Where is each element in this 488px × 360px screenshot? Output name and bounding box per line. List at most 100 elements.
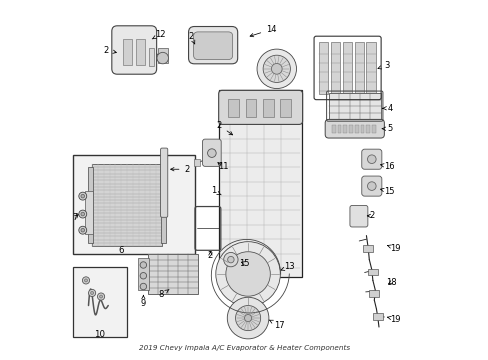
Circle shape xyxy=(79,226,86,234)
Bar xyxy=(348,126,352,134)
Circle shape xyxy=(88,289,96,297)
Bar xyxy=(331,126,335,134)
Text: 12: 12 xyxy=(152,30,165,39)
FancyBboxPatch shape xyxy=(112,26,156,74)
Bar xyxy=(245,99,256,117)
Bar xyxy=(73,155,195,253)
Text: 3: 3 xyxy=(377,61,389,70)
Text: 19: 19 xyxy=(387,244,400,253)
Text: 16: 16 xyxy=(380,162,394,171)
Bar xyxy=(85,191,93,234)
Text: 2: 2 xyxy=(207,251,213,260)
Bar xyxy=(158,48,167,63)
Text: 11: 11 xyxy=(217,162,228,171)
Text: 1: 1 xyxy=(210,186,221,195)
Circle shape xyxy=(367,182,375,190)
Bar xyxy=(328,93,380,119)
Text: 4: 4 xyxy=(382,104,392,113)
Circle shape xyxy=(225,252,270,296)
Circle shape xyxy=(140,262,146,268)
Text: 2019 Chevy Impala A/C Evaporator & Heater Components: 2019 Chevy Impala A/C Evaporator & Heate… xyxy=(139,345,349,351)
Text: 19: 19 xyxy=(387,315,400,324)
Bar xyxy=(262,99,273,117)
Text: 2: 2 xyxy=(103,46,116,55)
FancyBboxPatch shape xyxy=(361,176,381,196)
Bar xyxy=(88,167,93,243)
Bar xyxy=(337,126,341,134)
Circle shape xyxy=(367,155,375,163)
Bar xyxy=(362,245,372,252)
Circle shape xyxy=(271,63,282,74)
Text: 7: 7 xyxy=(72,213,78,222)
Circle shape xyxy=(244,315,251,321)
Bar xyxy=(330,42,340,94)
FancyBboxPatch shape xyxy=(325,120,384,138)
Bar xyxy=(228,99,239,117)
Text: 15: 15 xyxy=(380,187,394,196)
Bar xyxy=(136,39,145,64)
Text: 6: 6 xyxy=(118,246,123,255)
Bar xyxy=(149,48,153,66)
Bar xyxy=(161,167,165,243)
Bar xyxy=(343,126,346,134)
Circle shape xyxy=(207,149,216,157)
Circle shape xyxy=(84,279,87,282)
FancyBboxPatch shape xyxy=(218,90,302,125)
Bar xyxy=(138,258,149,290)
Bar xyxy=(367,269,377,275)
Circle shape xyxy=(81,194,84,198)
Text: 2: 2 xyxy=(188,32,194,44)
Circle shape xyxy=(81,212,84,216)
FancyBboxPatch shape xyxy=(188,27,237,64)
Circle shape xyxy=(227,297,268,339)
Circle shape xyxy=(90,292,93,294)
Text: 13: 13 xyxy=(281,262,294,271)
Text: 5: 5 xyxy=(381,124,392,133)
Circle shape xyxy=(257,49,296,89)
Circle shape xyxy=(223,252,238,267)
Bar xyxy=(342,42,351,94)
Circle shape xyxy=(79,192,86,200)
Bar xyxy=(368,290,378,297)
Circle shape xyxy=(140,273,146,279)
Bar xyxy=(366,126,369,134)
FancyBboxPatch shape xyxy=(160,148,167,217)
Bar xyxy=(319,42,328,94)
Circle shape xyxy=(100,295,102,298)
Text: 9: 9 xyxy=(141,296,146,307)
Text: 2: 2 xyxy=(366,211,374,220)
Text: 8: 8 xyxy=(158,289,169,299)
Text: 2: 2 xyxy=(170,165,189,174)
Circle shape xyxy=(82,277,89,284)
Circle shape xyxy=(81,228,84,232)
Text: 2: 2 xyxy=(216,121,232,135)
Bar xyxy=(219,90,301,277)
Circle shape xyxy=(79,210,86,218)
Circle shape xyxy=(227,256,234,263)
Bar xyxy=(148,254,198,294)
Bar xyxy=(122,39,131,64)
Bar xyxy=(360,126,364,134)
Text: 10: 10 xyxy=(94,330,105,339)
Circle shape xyxy=(235,306,260,330)
Circle shape xyxy=(215,242,280,306)
Circle shape xyxy=(263,55,290,82)
Circle shape xyxy=(157,52,168,64)
Bar xyxy=(92,164,162,246)
FancyBboxPatch shape xyxy=(361,149,381,169)
Bar xyxy=(280,99,290,117)
Bar xyxy=(372,314,382,320)
Bar xyxy=(73,267,126,337)
Bar xyxy=(194,159,199,166)
Bar xyxy=(354,126,358,134)
Bar xyxy=(371,126,375,134)
Text: 17: 17 xyxy=(268,320,285,330)
Circle shape xyxy=(97,293,104,300)
Circle shape xyxy=(140,283,146,290)
FancyBboxPatch shape xyxy=(202,139,221,166)
Text: 18: 18 xyxy=(386,278,396,287)
Bar xyxy=(366,42,375,94)
FancyBboxPatch shape xyxy=(349,206,367,227)
Text: 15: 15 xyxy=(239,259,249,268)
Text: 14: 14 xyxy=(249,25,276,37)
